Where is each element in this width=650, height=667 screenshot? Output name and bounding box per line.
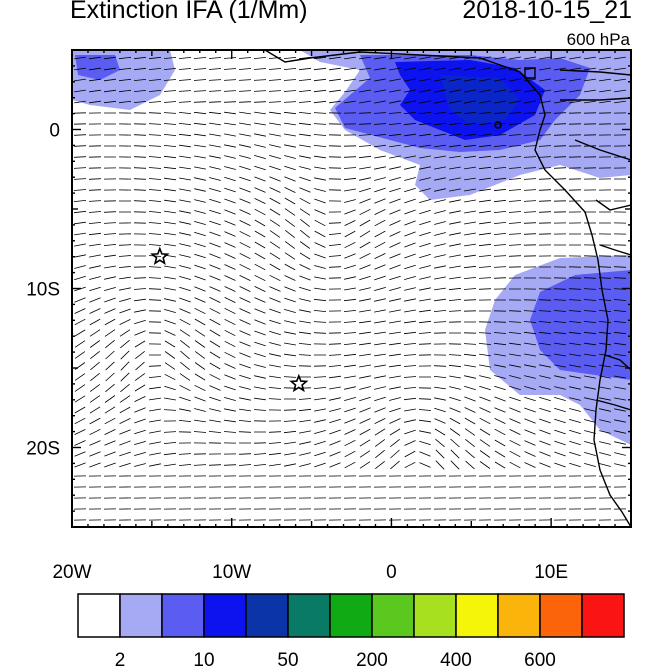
colorbar-label: 200 (356, 650, 388, 667)
colorbar-swatch (119, 593, 163, 638)
x-tick-label: 10E (534, 562, 568, 583)
axis-labels: 20W 10W 0 10E 0 10S 20S (26, 121, 568, 584)
map-title: Extinction IFA (1/Mm) (70, 0, 308, 24)
timestamp-label: 2018-10-15_21 (462, 0, 632, 24)
colorbar-swatch (77, 593, 121, 638)
colorbar-swatch (371, 593, 415, 638)
star-marker (289, 373, 309, 393)
colorbar-swatch (455, 593, 499, 638)
pressure-level-label: 600 hPa (566, 30, 630, 49)
coastline (264, 50, 631, 527)
colorbar-swatch (203, 593, 247, 638)
colorbar-swatch (581, 593, 625, 638)
colorbar-swatch (329, 593, 373, 638)
wind-vector-field (73, 56, 627, 521)
x-tick-label: 0 (386, 562, 397, 583)
colorbar-swatch (161, 593, 205, 638)
x-tick-label: 10W (212, 562, 251, 583)
colorbar-swatch (287, 593, 331, 638)
y-tick-label: 20S (26, 439, 60, 460)
colorbar-label: 600 (524, 650, 556, 667)
star-marker (150, 246, 170, 265)
colorbar-swatch (245, 593, 289, 638)
station-markers (150, 246, 309, 393)
colorbar-swatch (497, 593, 541, 638)
y-tick-label: 10S (26, 280, 60, 301)
colorbar-label: 2 (115, 650, 126, 667)
colorbar-swatch (413, 593, 457, 638)
axis-ticks (71, 49, 632, 528)
colorbar-label: 400 (440, 650, 472, 667)
y-tick-label: 0 (49, 121, 60, 142)
colorbar-swatch (539, 593, 583, 638)
colorbar-label: 50 (277, 650, 298, 667)
colorbar-label: 10 (193, 650, 214, 667)
x-tick-label: 20W (52, 562, 91, 583)
